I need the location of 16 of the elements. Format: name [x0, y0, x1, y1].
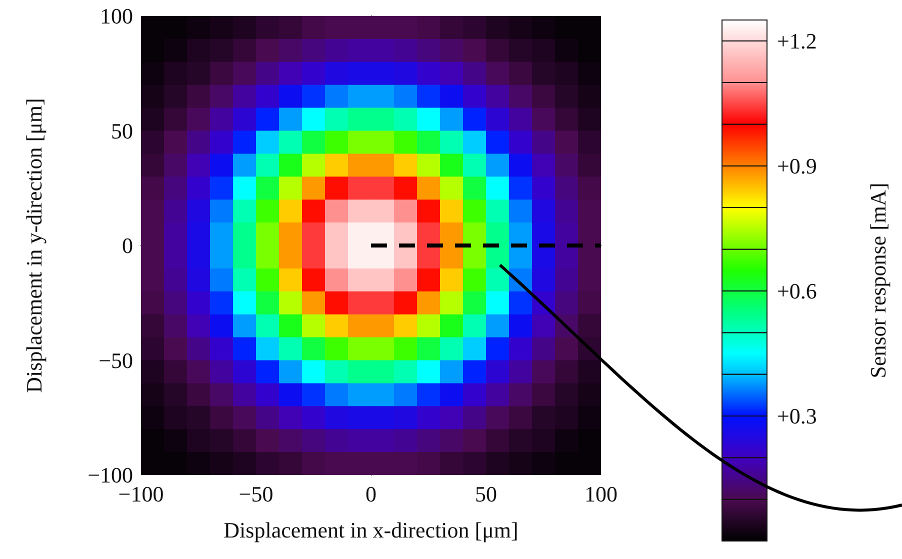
x-tick-label: 0	[366, 482, 376, 506]
y-tick-label: 100	[100, 4, 133, 28]
y-tick-label: −100	[88, 462, 133, 488]
y-tick-label: −50	[98, 348, 133, 373]
color-bar-label: +0.9	[777, 153, 817, 178]
color-bar-label: +1.2	[777, 28, 817, 54]
y-axis-title: Displacement in y-direction [μm]	[22, 98, 46, 393]
color-bar-label: +0.6	[777, 278, 817, 304]
x-axis-title: Displacement in x-direction [μm]	[224, 518, 518, 542]
x-tick-label: 50	[475, 482, 497, 506]
x-tick-label: 100	[584, 482, 618, 506]
color-bar-title: Sensor response [mA]	[866, 182, 890, 378]
color-bar-label: +0.3	[777, 403, 817, 428]
y-tick-label: 0	[122, 233, 133, 258]
y-tick-label: 50	[111, 118, 133, 144]
x-tick-label: −50	[238, 482, 274, 506]
